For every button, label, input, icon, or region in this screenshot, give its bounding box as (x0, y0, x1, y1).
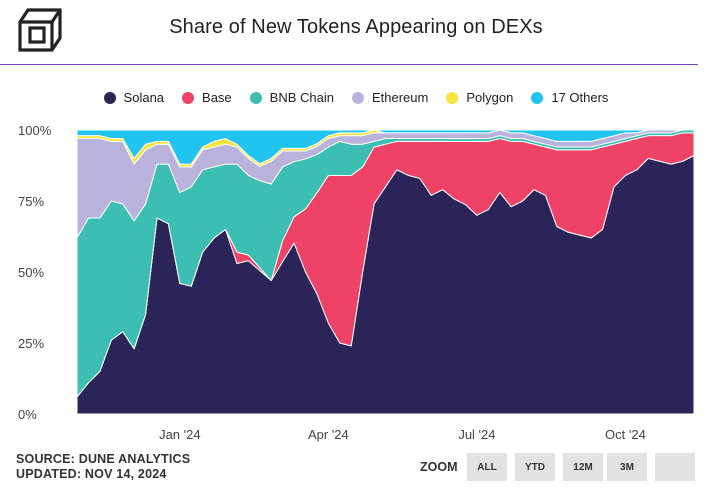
legend-swatch-base (182, 91, 195, 104)
zoom-label: ZOOM (420, 460, 458, 474)
x-tick-label: Apr '24 (308, 427, 349, 442)
y-tick-label: 100% (18, 123, 52, 138)
area-series-17-others[interactable] (76, 129, 695, 165)
legend-item-bnb-chain[interactable]: BNB Chain (249, 90, 334, 105)
brand-logo-cube-icon (18, 8, 62, 52)
legend-label-17-others: 17 Others (551, 90, 609, 105)
legend-label-polygon: Polygon (466, 90, 514, 105)
y-tick-label: 75% (18, 194, 44, 209)
legend-label-ethereum: Ethereum (371, 90, 429, 105)
legend-label-solana: Solana (123, 90, 165, 105)
legend-item-solana[interactable]: Solana (103, 90, 165, 105)
legend-swatch-polygon (446, 91, 459, 104)
zoom-blank-button[interactable] (655, 453, 695, 481)
legend-swatch-17-others (531, 91, 544, 104)
legend-swatch-solana (103, 91, 116, 104)
chart-legend: Solana Base BNB Chain Ethereum Polygon 17 Oth… (0, 90, 712, 105)
y-tick-label: 25% (18, 336, 44, 351)
x-tick-label: Oct '24 (605, 427, 646, 442)
x-tick-label: Jul '24 (458, 427, 495, 442)
source-text: SOURCE: DUNE ANALYTICS (16, 452, 191, 466)
zoom-ytd-button[interactable]: YTD (515, 453, 555, 481)
page-title: Share of New Tokens Appearing on DEXs (169, 16, 543, 38)
zoom-12m-button[interactable]: 12M (563, 453, 603, 481)
zoom-3m-button[interactable]: 3M (607, 453, 647, 481)
legend-swatch-ethereum (351, 91, 364, 104)
legend-swatch-bnb-chain (249, 91, 262, 104)
y-tick-label: 0% (18, 407, 37, 422)
legend-item-ethereum[interactable]: Ethereum (351, 90, 429, 105)
legend-item-base[interactable]: Base (182, 90, 232, 105)
x-tick-label: Jan '24 (159, 427, 201, 442)
source-note: SOURCE: DUNE ANALYTICS UPDATED: NOV 14, … (16, 452, 190, 482)
updated-text: UPDATED: NOV 14, 2024 (16, 467, 167, 481)
zoom-all-button[interactable]: ALL (467, 453, 507, 481)
legend-item-17-others[interactable]: 17 Others (531, 90, 608, 105)
legend-label-bnb-chain: BNB Chain (269, 90, 334, 105)
legend-item-polygon[interactable]: Polygon (446, 90, 513, 105)
title-divider (0, 64, 698, 65)
stacked-area-chart: 0% 25% 50% 75% 100% Jan '24 Apr '24 Jul '24 Oct … (18, 123, 695, 442)
legend-label-base: Base (202, 90, 232, 105)
y-tick-label: 50% (18, 265, 44, 280)
